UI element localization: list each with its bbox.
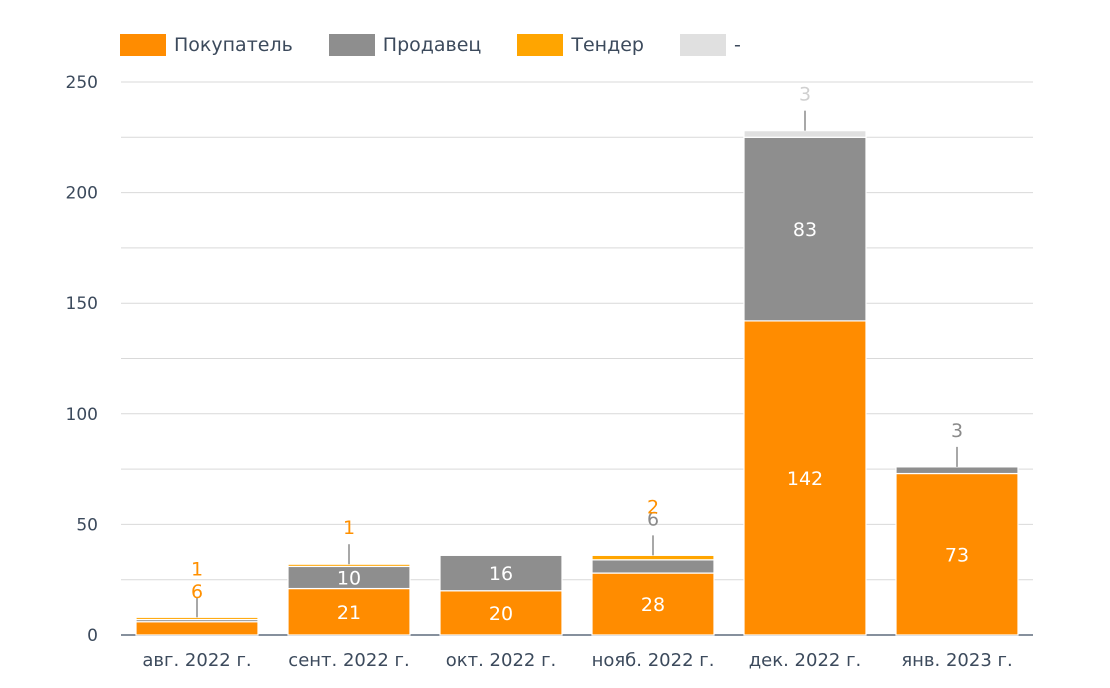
data-label: 6 [647, 508, 659, 530]
data-label: 6 [191, 581, 203, 603]
legend-item-seller[interactable]: Продавец [328, 34, 482, 56]
x-tick-label: сент. 2022 г. [288, 650, 409, 671]
legend-label-seller: Продавец [382, 34, 482, 56]
y-tick-label: 250 [66, 73, 98, 93]
legend-item-tender[interactable]: Тендер [517, 34, 644, 56]
legend-swatch-tender [517, 34, 564, 56]
bar-segment [135, 616, 259, 621]
chart-legend: Покупатель Продавец Тендер - [120, 30, 777, 60]
x-tick-label: дек. 2022 г. [749, 650, 862, 671]
x-tick-label: окт. 2022 г. [446, 650, 557, 671]
bar-segment [743, 136, 867, 322]
y-tick-label: 150 [66, 294, 98, 314]
bar-segment [287, 587, 411, 636]
data-label: 20 [489, 603, 513, 625]
bar-segment [743, 320, 867, 636]
bar-segment [591, 572, 715, 636]
data-label: 73 [945, 544, 969, 566]
legend-label-buyer: Покупатель [174, 34, 293, 56]
data-label: 21 [337, 602, 361, 624]
bar-segment [135, 621, 259, 636]
x-tick-label: нояб. 2022 г. [592, 650, 715, 671]
bar-segment [895, 472, 1019, 636]
bar-segment [895, 466, 1019, 475]
bar-segment [287, 563, 411, 568]
data-label: 10 [337, 567, 361, 589]
data-label: 2 [647, 496, 659, 518]
data-label: 16 [489, 563, 513, 585]
bar-segment [743, 130, 867, 138]
data-label: 1 [191, 558, 203, 580]
bar-segment [591, 554, 715, 561]
legend-label-dash: - [733, 34, 741, 56]
y-tick-label: 50 [76, 515, 98, 535]
legend-swatch-seller [328, 34, 375, 56]
legend-swatch-dash [679, 34, 726, 56]
legend-item-buyer[interactable]: Покупатель [120, 34, 293, 56]
data-label: 142 [787, 468, 823, 490]
legend-swatch-buyer [120, 34, 166, 56]
x-tick-label: авг. 2022 г. [142, 650, 251, 671]
legend-item-dash[interactable]: - [679, 34, 741, 56]
data-label: 3 [951, 420, 963, 442]
data-label: 28 [641, 594, 665, 616]
bar-segment [439, 554, 563, 592]
y-tick-label: 200 [66, 184, 98, 204]
x-tick-label: янв. 2023 г. [901, 650, 1012, 671]
data-label: 83 [793, 219, 817, 241]
y-tick-label: 100 [66, 405, 98, 425]
y-tick-label: 0 [87, 626, 98, 646]
bar-segment [591, 559, 715, 574]
data-label: 3 [799, 84, 811, 106]
data-label: 1 [343, 517, 355, 539]
legend-label-tender: Тендер [571, 34, 644, 56]
